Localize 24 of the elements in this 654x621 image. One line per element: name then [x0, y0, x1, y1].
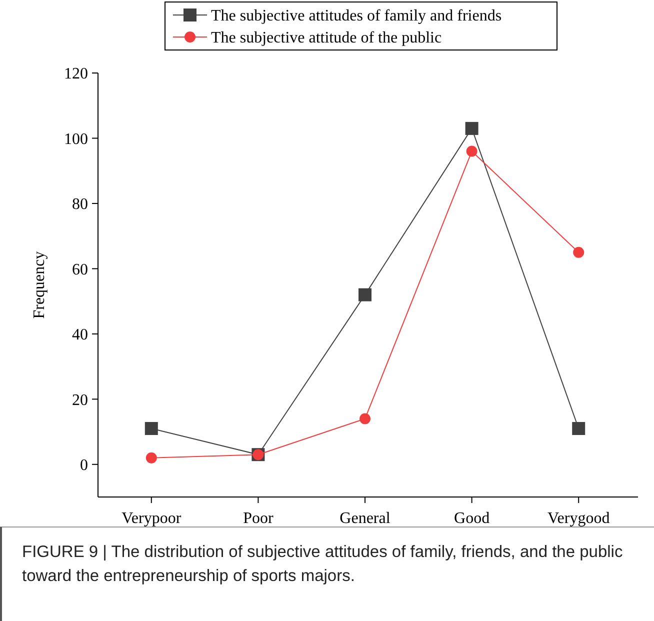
y-tick-label: 120 — [64, 66, 88, 83]
legend-label: The subjective attitude of the public — [211, 30, 442, 47]
point — [466, 146, 478, 157]
point — [572, 422, 586, 436]
point — [146, 452, 157, 464]
y-tick-label: 80 — [72, 196, 88, 214]
point — [573, 246, 584, 258]
x-tick-label: Good — [454, 510, 490, 527]
x-tick-label: Poor — [243, 510, 274, 527]
y-tick-label: 60 — [72, 261, 88, 278]
x-tick-label: Verypoor — [122, 510, 182, 527]
point — [465, 122, 478, 135]
y-tick-label: 100 — [64, 130, 88, 148]
point — [144, 422, 158, 436]
x-tick-label: General — [340, 510, 391, 527]
caption: FIGURE 9 | The distribution of subjective attitudes of family, friends, and the public toward the entrepreneurship of sports majors. — [22, 542, 624, 587]
y-tick-label: 0 — [80, 456, 88, 474]
legend-label: The subjective attitudes of family and friends — [211, 8, 502, 25]
x-tick-label: Verygood — [547, 510, 610, 527]
point — [358, 288, 372, 302]
y-tick-label: 20 — [72, 392, 88, 409]
y-axis-title: Frequency — [31, 251, 48, 319]
point — [360, 413, 370, 424]
y-tick-label: 40 — [72, 326, 88, 344]
